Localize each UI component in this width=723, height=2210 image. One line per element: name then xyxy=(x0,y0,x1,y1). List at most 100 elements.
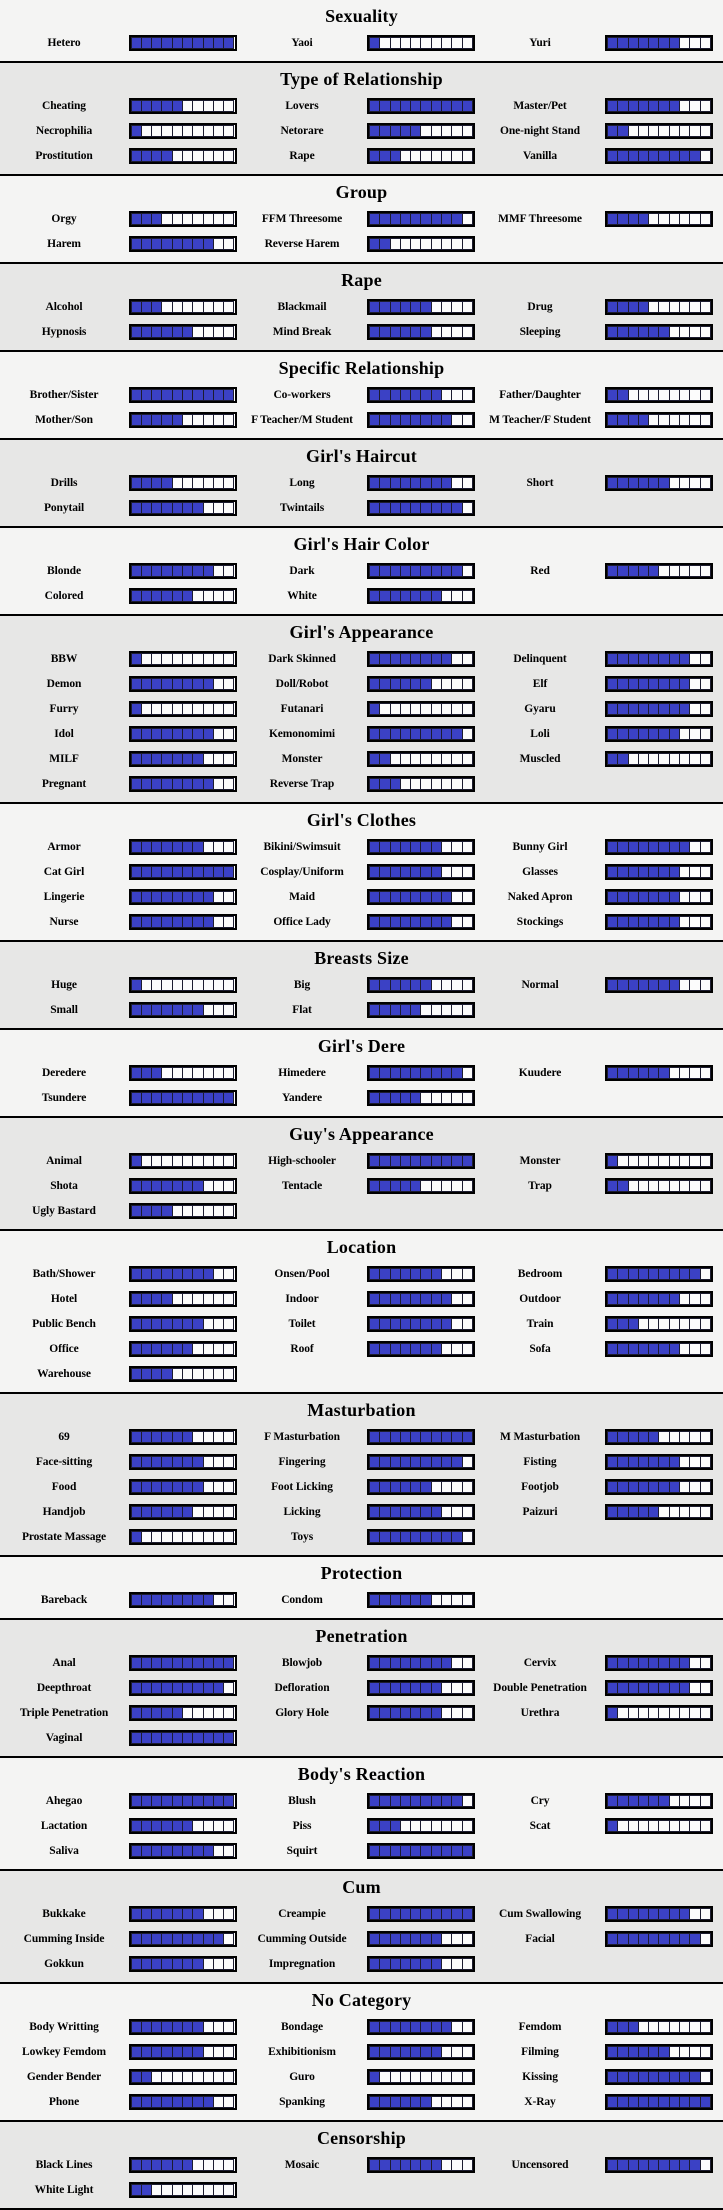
empty-cell xyxy=(605,495,713,520)
empty-segment xyxy=(699,702,711,715)
item-label: Indoor xyxy=(285,1292,319,1305)
item-label-cell: Huge xyxy=(0,972,128,997)
empty-cell xyxy=(237,1361,367,1386)
rating-bar-bondage xyxy=(367,2018,475,2035)
item-label: Lactation xyxy=(40,1819,88,1832)
rating-bar-cell xyxy=(367,859,475,884)
item-label: Tentacle xyxy=(281,1179,323,1192)
item-label: Anal xyxy=(52,1656,76,1669)
item-label-cell: Vaginal xyxy=(0,1725,128,1750)
rating-bar-cum-swallowing xyxy=(605,1905,713,1922)
rating-bar-fingering xyxy=(367,1453,475,1470)
rating-bar-cell xyxy=(128,470,237,495)
empty-segment xyxy=(223,300,235,313)
rating-bar-ahegao xyxy=(128,1792,237,1809)
rating-bar-huge xyxy=(128,976,237,993)
rating-bar-cell xyxy=(367,93,475,118)
empty-segment xyxy=(699,1505,711,1518)
empty-segment xyxy=(223,1530,235,1543)
item-label-cell: Phone xyxy=(0,2089,128,2114)
item-label-cell: White xyxy=(237,583,367,608)
section-grid: Drills Long Short Ponytail Twintails xyxy=(0,470,723,520)
empty-cell xyxy=(605,771,713,796)
item-label-cell: Guro xyxy=(237,2064,367,2089)
empty-segment xyxy=(223,1179,235,1192)
empty-cell xyxy=(475,231,605,256)
item-label-cell: Footjob xyxy=(475,1474,605,1499)
rating-bar-cell xyxy=(367,1173,475,1198)
item-label: Shota xyxy=(50,1179,78,1192)
rating-bar-cell xyxy=(128,93,237,118)
item-label-cell: Bikini/Swimsuit xyxy=(237,834,367,859)
item-label: Licking xyxy=(283,1505,321,1518)
item-label: Naked Apron xyxy=(507,890,573,903)
item-label-cell: Vanilla xyxy=(475,143,605,168)
rating-bar-toys xyxy=(367,1528,475,1545)
item-label-cell: Yandere xyxy=(237,1085,367,1110)
empty-segment xyxy=(461,652,473,665)
rating-bar-cell xyxy=(605,407,713,432)
rating-bar-office xyxy=(128,1340,237,1357)
rating-bar-mind-break xyxy=(367,323,475,340)
empty-cell xyxy=(605,1725,713,1750)
section-protection: Protection Bareback Condom xyxy=(0,1557,723,1620)
empty-cell xyxy=(605,1524,713,1549)
empty-cell xyxy=(605,2177,713,2202)
rating-bar-sofa xyxy=(605,1340,713,1357)
rating-bar-saliva xyxy=(128,1842,237,1859)
rating-bar-cell xyxy=(128,671,237,696)
rating-bar-short xyxy=(605,474,713,491)
item-label-cell: Stockings xyxy=(475,909,605,934)
item-label: Foot Licking xyxy=(271,1480,333,1493)
item-label: M Teacher/F Student xyxy=(489,413,591,426)
rating-bar-cell xyxy=(128,206,237,231)
empty-segment xyxy=(223,2183,235,2196)
rating-bar-cat-girl xyxy=(128,863,237,880)
rating-bar-cell xyxy=(605,746,713,771)
item-label: Drug xyxy=(527,300,553,313)
rating-bar-m-masturbation xyxy=(605,1428,713,1445)
filled-segment xyxy=(223,388,235,401)
empty-segment xyxy=(699,388,711,401)
rating-bar-master-pet xyxy=(605,97,713,114)
rating-bar-cell xyxy=(128,1424,237,1449)
rating-bar-face-sitting xyxy=(128,1453,237,1470)
rating-bar-cell xyxy=(367,407,475,432)
section-type-of-relationship: Type of Relationship Cheating Lovers Master… xyxy=(0,63,723,176)
rating-bar-onsen-pool xyxy=(367,1265,475,1282)
section-breasts-size: Breasts Size Huge Big Normal Small Flat xyxy=(0,942,723,1030)
empty-segment xyxy=(223,2045,235,2058)
empty-segment xyxy=(223,1907,235,1920)
rating-bar-cell xyxy=(367,30,475,55)
item-label: Kemonomimi xyxy=(268,727,336,740)
item-label: Deepthroat xyxy=(36,1681,92,1694)
empty-segment xyxy=(223,1367,235,1380)
rating-bar-warehouse xyxy=(128,1365,237,1382)
item-label: Loli xyxy=(530,727,550,740)
empty-segment xyxy=(699,1706,711,1719)
empty-segment xyxy=(699,413,711,426)
rating-bar-cell xyxy=(367,294,475,319)
item-label: Sofa xyxy=(529,1342,551,1355)
rating-bar-cell xyxy=(367,470,475,495)
rating-bar-yaoi xyxy=(367,34,475,51)
item-label: Office Lady xyxy=(273,915,331,928)
rating-bar-cell xyxy=(128,1361,237,1386)
empty-segment xyxy=(461,752,473,765)
empty-segment xyxy=(223,840,235,853)
rating-bar-cell xyxy=(128,1173,237,1198)
item-label: Huge xyxy=(51,978,77,991)
empty-segment xyxy=(461,777,473,790)
rating-bar-drug xyxy=(605,298,713,315)
rating-bar-cell xyxy=(605,1474,713,1499)
item-label-cell: MMF Threesome xyxy=(475,206,605,231)
item-label-cell: Foot Licking xyxy=(237,1474,367,1499)
item-label: Ahegao xyxy=(45,1794,83,1807)
section-title: Type of Relationship xyxy=(280,69,443,89)
section-group: Group Orgy FFM Threesome MMF Threesome Harem… xyxy=(0,176,723,264)
rating-bar-toilet xyxy=(367,1315,475,1332)
empty-segment xyxy=(699,212,711,225)
rating-bar-femdom xyxy=(605,2018,713,2035)
section-sexuality: Sexuality Hetero Yaoi Yuri xyxy=(0,0,723,63)
empty-segment xyxy=(699,677,711,690)
